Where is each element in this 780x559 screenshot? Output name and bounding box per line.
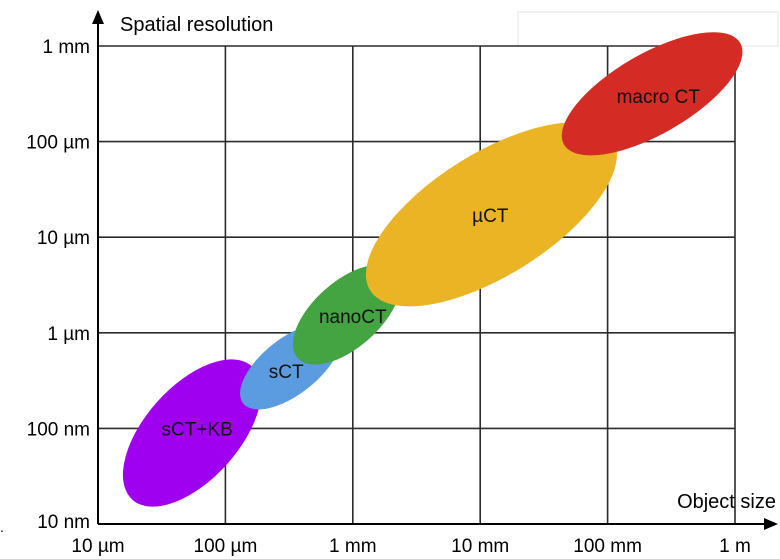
y-tick-label: 100 nm xyxy=(27,419,90,440)
stray-dot: . xyxy=(0,519,4,535)
region-label: sCT xyxy=(269,362,304,383)
y-tick-labels: 1 mm 100 µm 10 µm 1 µm 100 nm 10 nm xyxy=(26,37,90,533)
region-ellipse xyxy=(365,122,617,307)
region--ct: µCT xyxy=(365,122,617,307)
x-tick-labels: 10 µm 100 µm 1 mm 10 mm 100 mm 1 m xyxy=(71,536,750,557)
region-label: nanoCT xyxy=(319,307,387,328)
axes xyxy=(92,10,778,530)
region-macro-ct: macro CT xyxy=(561,32,743,156)
y-tick-label: 10 nm xyxy=(37,512,90,533)
x-tick-label: 10 mm xyxy=(451,536,509,557)
region-label: µCT xyxy=(472,206,509,227)
region-label: sCT+KB xyxy=(161,419,232,440)
x-axis-title: Object size xyxy=(677,491,776,513)
x-axis-arrow xyxy=(764,518,778,530)
x-tick-label: 10 µm xyxy=(71,536,124,557)
x-tick-label: 1 mm xyxy=(329,536,377,557)
region-ellipse xyxy=(122,359,262,507)
x-tick-label: 100 µm xyxy=(194,536,258,557)
y-tick-label: 1 mm xyxy=(43,37,91,58)
region-ellipse xyxy=(561,32,743,156)
y-tick-label: 1 µm xyxy=(47,324,90,345)
region-label: macro CT xyxy=(617,87,701,108)
y-tick-label: 10 µm xyxy=(37,228,90,249)
x-tick-label: 100 mm xyxy=(573,536,642,557)
region-sct-kb: sCT+KB xyxy=(122,359,262,507)
y-axis-arrow xyxy=(92,10,104,24)
y-axis-title: Spatial resolution xyxy=(120,14,273,36)
regions: sCT+KB sCT nanoCT µCT macro CT xyxy=(122,32,743,507)
x-tick-label: 1 m xyxy=(719,536,751,557)
y-tick-label: 100 µm xyxy=(26,133,90,154)
